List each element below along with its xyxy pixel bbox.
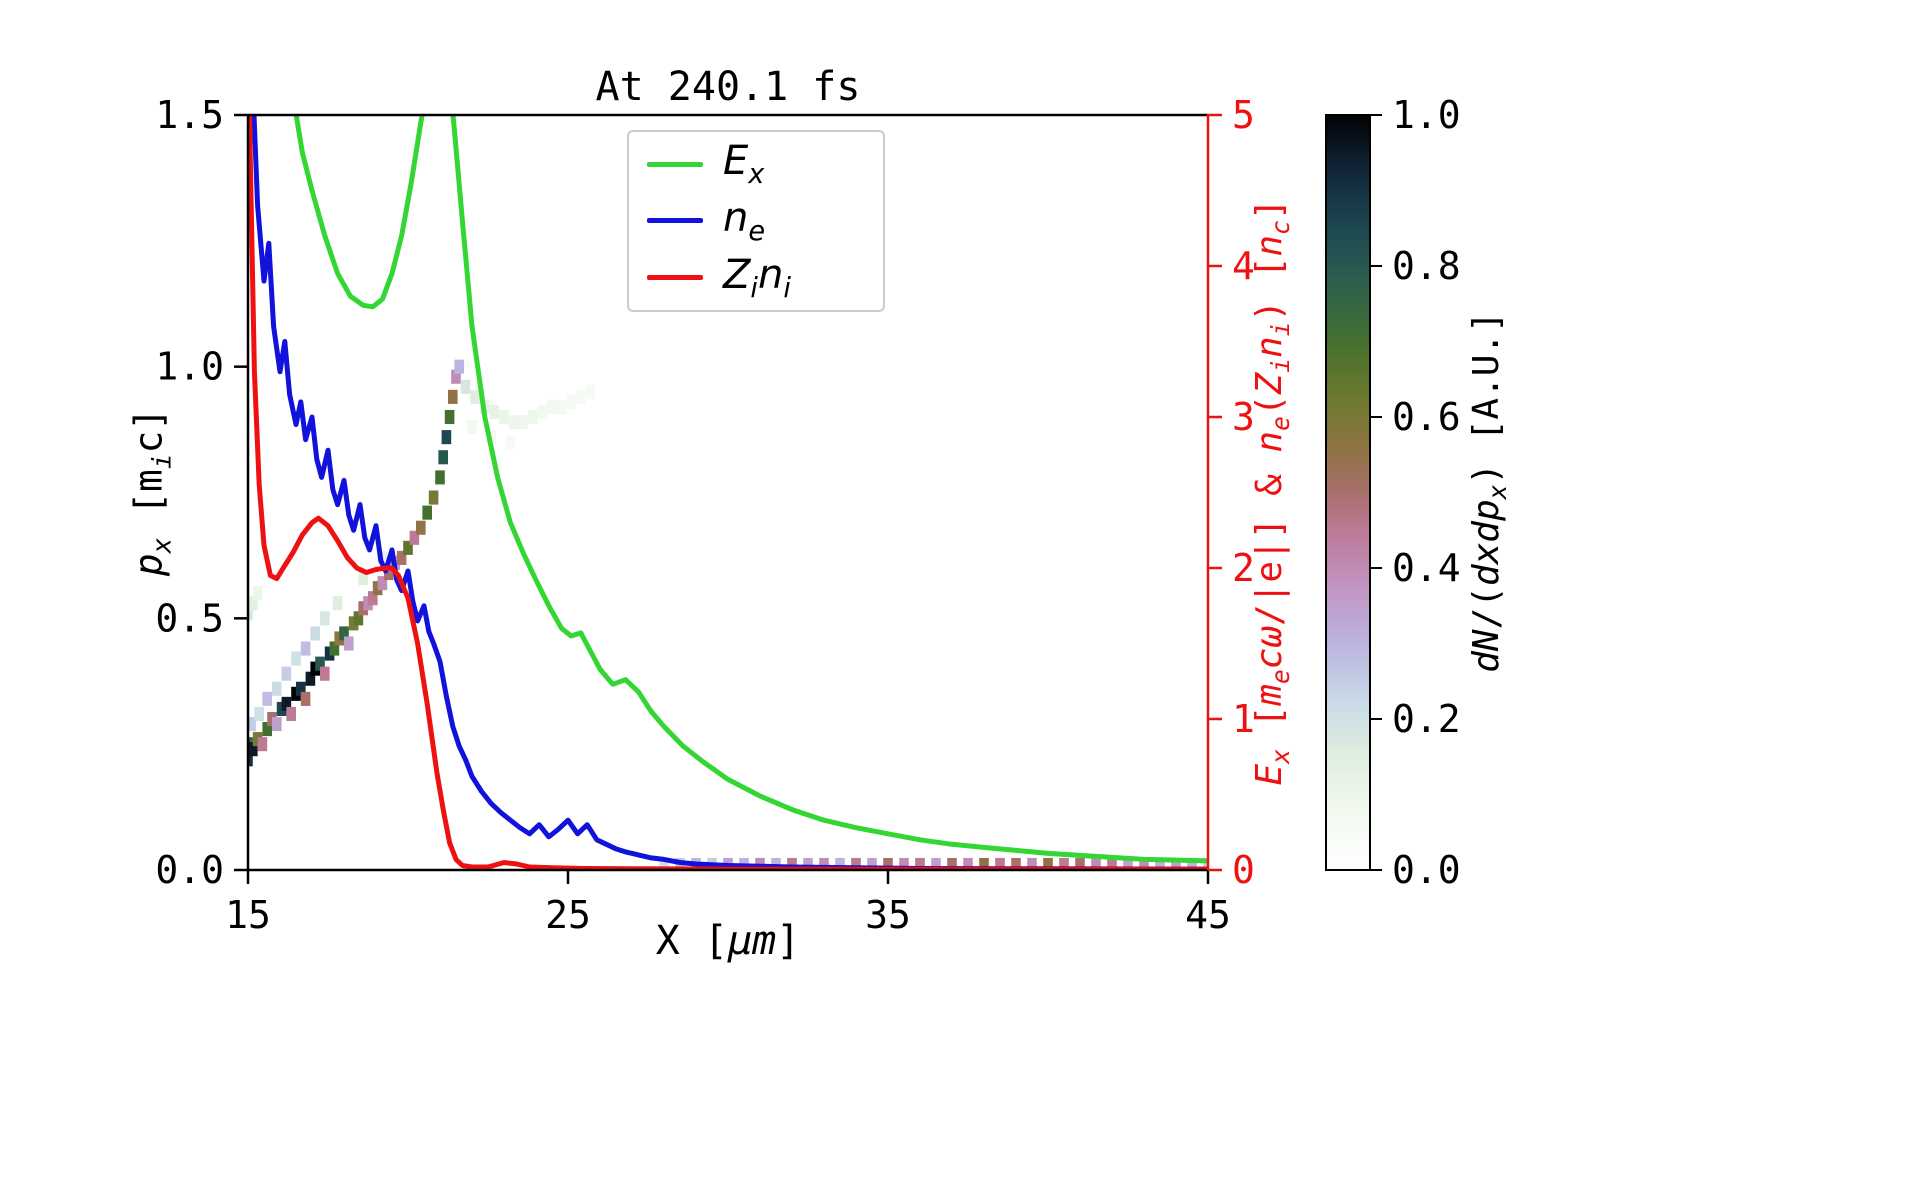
x-tick-label: 15 (225, 893, 271, 937)
x-axis-label: X [μm] (655, 918, 801, 964)
colorbar-tick-label: 1.0 (1392, 93, 1461, 137)
colorbar-tick-label: 0.2 (1392, 697, 1461, 741)
legend-line-swatch-Ex (647, 161, 703, 167)
y-left-tick-label: 1.5 (155, 93, 224, 137)
axes: 15 25 35 450.00.51.01.50123450.00.20.40.60.… (155, 93, 1460, 937)
curve-ne (251, 115, 1208, 870)
colorbar-tick-label: 0.4 (1392, 546, 1461, 590)
legend-entry-ne: ne (629, 195, 883, 247)
legend-line-swatch-ne (647, 218, 703, 224)
y-left-tick-label: 0.0 (155, 848, 224, 892)
y-left-tick-label: 1.0 (155, 345, 224, 389)
chart-title: At 240.1 fs (595, 64, 861, 110)
y-left-tick-label: 0.5 (155, 596, 224, 640)
phase-space-heatmap (248, 359, 1208, 870)
y-right-tick-label: 3 (1232, 395, 1255, 439)
y-right-axis-label: Ex [mecω/|e|] & ne(Zini) [nc] (1248, 198, 1296, 786)
curve-Zini (248, 115, 1208, 870)
x-tick-label: 35 (865, 893, 911, 937)
x-tick-label: 25 (545, 893, 591, 937)
legend: Ex ne Zini (627, 130, 885, 312)
y-right-tick-label: 2 (1232, 546, 1255, 590)
legend-entry-Ex: Ex (629, 138, 883, 190)
legend-line-swatch-Zini (647, 275, 703, 281)
y-left-axis-label: px [mic] (126, 407, 178, 577)
y-right-tick-label: 4 (1232, 244, 1255, 288)
legend-label-Ex: Ex (723, 138, 765, 191)
y-right-tick-label: 1 (1232, 697, 1255, 741)
legend-label-ne: ne (723, 194, 766, 247)
y-right-tick-label: 0 (1232, 848, 1255, 892)
y-right-tick-label: 5 (1232, 93, 1255, 137)
legend-label-Zini: Zini (723, 251, 791, 304)
x-tick-label: 45 (1185, 893, 1231, 937)
colorbar-label: dN/(dxdpx) [A.U.] (1465, 311, 1513, 673)
legend-entry-Zini: Zini (629, 252, 883, 304)
colorbar-tick-label: 0.8 (1392, 244, 1461, 288)
colorbar-tick-label: 0.6 (1392, 395, 1461, 439)
colorbar (1325, 114, 1371, 871)
curve-Ex (293, 115, 1208, 864)
colorbar-tick-label: 0.0 (1392, 848, 1461, 892)
curves (248, 115, 1208, 870)
